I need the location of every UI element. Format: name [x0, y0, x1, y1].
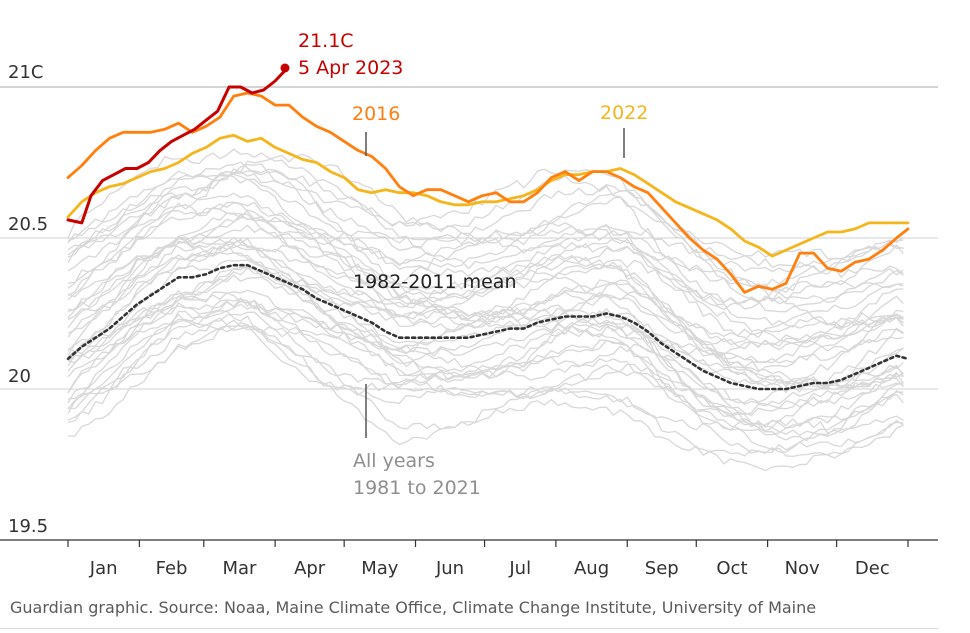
all-years-line [67, 153, 904, 304]
all-years-line [67, 202, 904, 308]
all-years-line [67, 209, 904, 352]
annotation-2022: 2022 [600, 102, 648, 124]
month-label: May [361, 558, 399, 579]
all-years-line [67, 289, 904, 417]
all-years-lines [67, 148, 904, 472]
all-years-line [67, 168, 904, 279]
all-years-line [67, 244, 904, 394]
y-tick-label-20: 20 [8, 366, 31, 387]
all-years-line [67, 324, 904, 459]
all-years-line [67, 237, 904, 329]
annotation-2016: 2016 [352, 103, 400, 125]
all-years-line [67, 148, 904, 311]
month-label: Jan [89, 558, 118, 579]
month-label: Aug [574, 558, 609, 579]
annotation-2023-date: 5 Apr 2023 [298, 57, 403, 79]
all-years-line [67, 267, 904, 389]
series-line-mean [66, 263, 910, 391]
all-years-line [67, 267, 904, 417]
all-years-line [67, 192, 904, 273]
all-years-line [67, 173, 904, 306]
all-years-line [67, 236, 904, 373]
annotation-all-years-2: 1981 to 2021 [353, 477, 481, 499]
month-label: Mar [222, 558, 257, 579]
y-tick-label-19-5: 19.5 [8, 516, 48, 537]
annotation-all-years-1: All years [353, 450, 435, 472]
series-line-2023 [66, 67, 289, 225]
peak-2023-marker [280, 63, 290, 73]
y-tick-label-21: 21C [8, 62, 43, 83]
all-years-line [67, 190, 904, 313]
all-years-line [67, 311, 904, 429]
all-years-line [67, 171, 904, 260]
all-years-line [67, 321, 904, 446]
month-label: Apr [294, 558, 326, 579]
annotation-mean: 1982-2011 mean [353, 271, 517, 293]
series-line-2022 [66, 133, 910, 258]
month-label: Feb [156, 558, 188, 579]
series-lines [66, 67, 910, 391]
series-line-2016 [66, 91, 910, 294]
all-years-line [67, 161, 904, 351]
month-label: Nov [785, 558, 820, 579]
all-years-line [67, 310, 904, 437]
all-years-line [67, 201, 904, 346]
all-years-line [67, 298, 904, 454]
all-years-line [67, 224, 904, 350]
month-label: Oct [716, 558, 747, 579]
month-label: Dec [855, 558, 890, 579]
y-tick-label-20-5: 20.5 [8, 214, 48, 235]
annotation-2023-value: 21.1C [298, 30, 354, 52]
all-years-line [67, 311, 904, 457]
month-labels: Jan Feb Mar Apr May Jun Jul Aug Sep Oct Nov Dec [89, 558, 890, 579]
footer-divider [0, 628, 938, 629]
all-years-line [67, 274, 904, 409]
source-credit: Guardian graphic. Source: Noaa, Maine Cl… [10, 598, 817, 617]
all-years-line [67, 237, 904, 388]
month-label: Sep [645, 558, 679, 579]
x-axis [0, 539, 938, 547]
all-years-line [67, 212, 904, 326]
all-years-line [67, 317, 904, 442]
month-label: Jul [508, 558, 531, 579]
all-years-line [67, 239, 904, 369]
month-label: Jun [435, 558, 464, 579]
